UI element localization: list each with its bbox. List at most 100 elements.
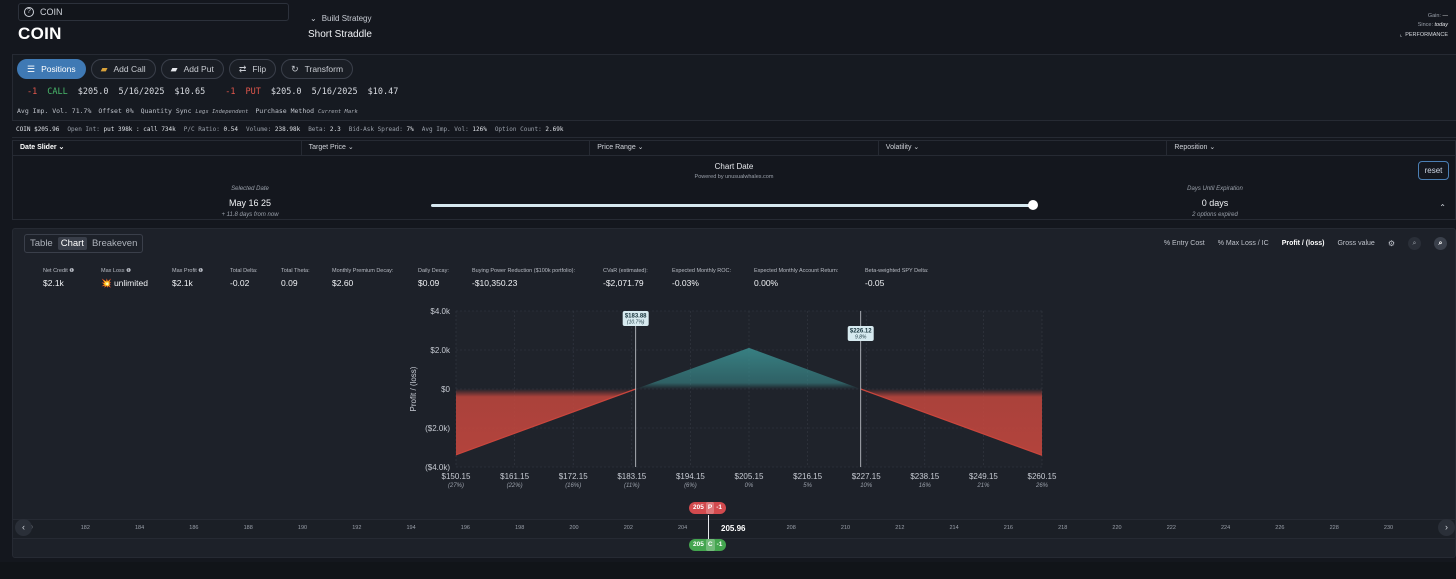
- avg-iv-label: Avg Imp. Vol.: [17, 107, 68, 115]
- metric-5: Monthly Premium Decay: $2.60: [332, 268, 393, 288]
- x-tick-label: $216.15: [793, 472, 822, 481]
- purchase-label: Purchase Method: [255, 107, 315, 115]
- strike-ruler[interactable]: 0182184186188190192194196198200202204206…: [13, 499, 1455, 559]
- metric-label: Net Credit ❶: [43, 268, 75, 274]
- metric-value: 0.09: [281, 278, 298, 288]
- tab-entry-cost[interactable]: % Entry Cost: [1163, 240, 1205, 247]
- add-put-label: Add Put: [183, 64, 214, 74]
- leg-qty[interactable]: -1: [27, 87, 38, 97]
- ruler-tick: 220: [1112, 525, 1122, 531]
- selected-date-sub: + 11.8 days from now: [221, 212, 279, 218]
- date-slider-thumb[interactable]: [1028, 200, 1038, 210]
- leg-put[interactable]: -1 PUT $205.0 5/16/2025 $10.47: [225, 87, 398, 97]
- tab-date-slider[interactable]: Date Slider ⌄: [13, 141, 302, 155]
- call-icon: ▰: [100, 63, 108, 74]
- ruler-tick: 208: [786, 525, 796, 531]
- leg-price[interactable]: $10.47: [367, 87, 399, 97]
- chevron-up-icon[interactable]: ⌃: [1439, 203, 1446, 212]
- x-tick-pct: (22%): [507, 483, 523, 489]
- date-slider-track[interactable]: [431, 204, 1035, 207]
- breakeven-badge: [622, 311, 649, 326]
- leg-strike[interactable]: $205.0: [270, 87, 302, 97]
- chevron-down-icon: ⌄: [347, 144, 354, 151]
- leg-qty[interactable]: -1: [225, 87, 236, 97]
- metric-11: Beta-weighted SPY Delta: -0.05: [865, 268, 929, 288]
- tab-label: Volatility: [885, 144, 912, 151]
- purchase-method-setting[interactable]: Purchase Method Current Mark: [255, 107, 357, 115]
- zoom-out-icon[interactable]: ⌕: [1408, 237, 1421, 250]
- leg-expiry[interactable]: 5/16/2025: [311, 87, 358, 97]
- leg-strike[interactable]: $205.0: [77, 87, 109, 97]
- tab-price-range[interactable]: Price Range ⌄: [590, 141, 879, 155]
- breakeven-badge: [847, 326, 874, 341]
- add-call-button[interactable]: ▰ Add Call: [90, 59, 156, 79]
- tab-target-price[interactable]: Target Price ⌄: [302, 141, 591, 155]
- tab-volatility[interactable]: Volatility ⌄: [879, 141, 1168, 155]
- pill-strike: 205: [693, 504, 704, 511]
- gain-value: —: [1442, 13, 1449, 19]
- chevron-left-icon[interactable]: ‹: [15, 519, 32, 536]
- metric-value: -$10,350.23: [472, 278, 518, 288]
- build-strategy-toggle[interactable]: ⌄ Build Strategy: [310, 14, 372, 23]
- breakeven-pct: 9.8%: [855, 335, 867, 341]
- metric-10: Expected Monthly Account Return: 0.00%: [754, 268, 838, 288]
- put-leg-pill[interactable]: 205 P -1: [689, 502, 726, 514]
- tab-chart[interactable]: Chart: [57, 237, 87, 250]
- oi-value: put 398k : call 734k: [103, 125, 176, 133]
- x-tick-label: $172.15: [559, 472, 588, 481]
- pill-qty: -1: [716, 504, 722, 511]
- x-tick-label: $205.15: [735, 472, 764, 481]
- profit-area: [635, 347, 861, 389]
- metric-label: Daily Decay:: [418, 268, 449, 274]
- quantity-sync-setting[interactable]: Quantity Sync Legs Independent: [141, 107, 249, 115]
- pnl-chart[interactable]: $4.0k $2.0k $0 ($2.0k) ($4.0k)$150.15 (27%) $1…: [13, 229, 1455, 499]
- breakeven-price: $183.88: [625, 314, 647, 320]
- leg-price[interactable]: $10.65: [174, 87, 206, 97]
- ruler-tick: 224: [1221, 525, 1231, 531]
- leg-type[interactable]: CALL: [47, 87, 68, 97]
- positions-button[interactable]: ☰ Positions: [17, 59, 86, 79]
- y-tick-label: $2.0k: [430, 346, 451, 355]
- metric-4: Total Theta: 0.09: [281, 268, 310, 288]
- metric-label: Max Loss ❶: [101, 268, 131, 274]
- chevron-down-icon: ⌄: [637, 144, 644, 151]
- offset-setting[interactable]: Offset 0%: [98, 107, 133, 115]
- leg-call[interactable]: -1 CALL $205.0 5/16/2025 $10.65: [27, 87, 205, 97]
- underlying-stats-bar: COIN $205.96 Open Int: put 398k : call 7…: [12, 120, 1456, 138]
- x-tick-pct: 26%: [1035, 483, 1049, 489]
- avg-iv-setting[interactable]: Avg Imp. Vol. 71.7%: [17, 107, 91, 115]
- x-tick-label: $238.15: [910, 472, 939, 481]
- search-value: COIN: [40, 7, 63, 17]
- tab-gross-value[interactable]: Gross value: [1337, 240, 1375, 247]
- tab-breakeven[interactable]: Breakeven: [91, 238, 138, 249]
- transform-button[interactable]: ↻ Transform: [281, 59, 354, 79]
- control-tabs: Date Slider ⌄ Target Price ⌄ Price Range…: [13, 141, 1455, 156]
- leg-type[interactable]: PUT: [245, 87, 261, 97]
- flip-button[interactable]: ⇄ Flip: [228, 59, 277, 79]
- pnl-line-right: [860, 388, 1043, 456]
- add-put-button[interactable]: ▰ Add Put: [160, 59, 224, 79]
- ruler-tick: 200: [569, 525, 579, 531]
- pnl-line-left: [455, 388, 636, 456]
- ticker-search-input[interactable]: ? COIN: [18, 3, 289, 21]
- reset-button[interactable]: reset: [1418, 161, 1449, 180]
- tab-max-loss[interactable]: % Max Loss / IC: [1217, 240, 1269, 247]
- x-tick-label: $249.15: [969, 472, 998, 481]
- metric-label: Total Theta:: [281, 268, 310, 274]
- gear-icon[interactable]: ⚙: [1387, 239, 1395, 248]
- metric-label: Total Delta:: [230, 268, 258, 274]
- performance-link[interactable]: ⌞ PERFORMANCE: [1400, 31, 1448, 40]
- x-tick-pct: 16%: [919, 483, 932, 489]
- chevron-right-icon[interactable]: ›: [1438, 519, 1455, 536]
- tab-profit-loss[interactable]: Profit / (loss): [1281, 240, 1325, 247]
- chevron-down-icon: ⌄: [1209, 144, 1216, 151]
- leg-expiry[interactable]: 5/16/2025: [118, 87, 165, 97]
- zoom-in-icon[interactable]: ⌕: [1434, 237, 1447, 250]
- tab-reposition[interactable]: Reposition ⌄: [1167, 141, 1455, 155]
- call-leg-pill[interactable]: 205 C -1: [689, 539, 727, 551]
- purchase-value: Current Mark: [318, 109, 358, 115]
- tab-table[interactable]: Table: [30, 238, 53, 249]
- chart-trend-icon: ⌞: [1399, 32, 1403, 38]
- count-label: Option Count:: [494, 125, 542, 133]
- x-tick-label: $227.15: [852, 472, 881, 481]
